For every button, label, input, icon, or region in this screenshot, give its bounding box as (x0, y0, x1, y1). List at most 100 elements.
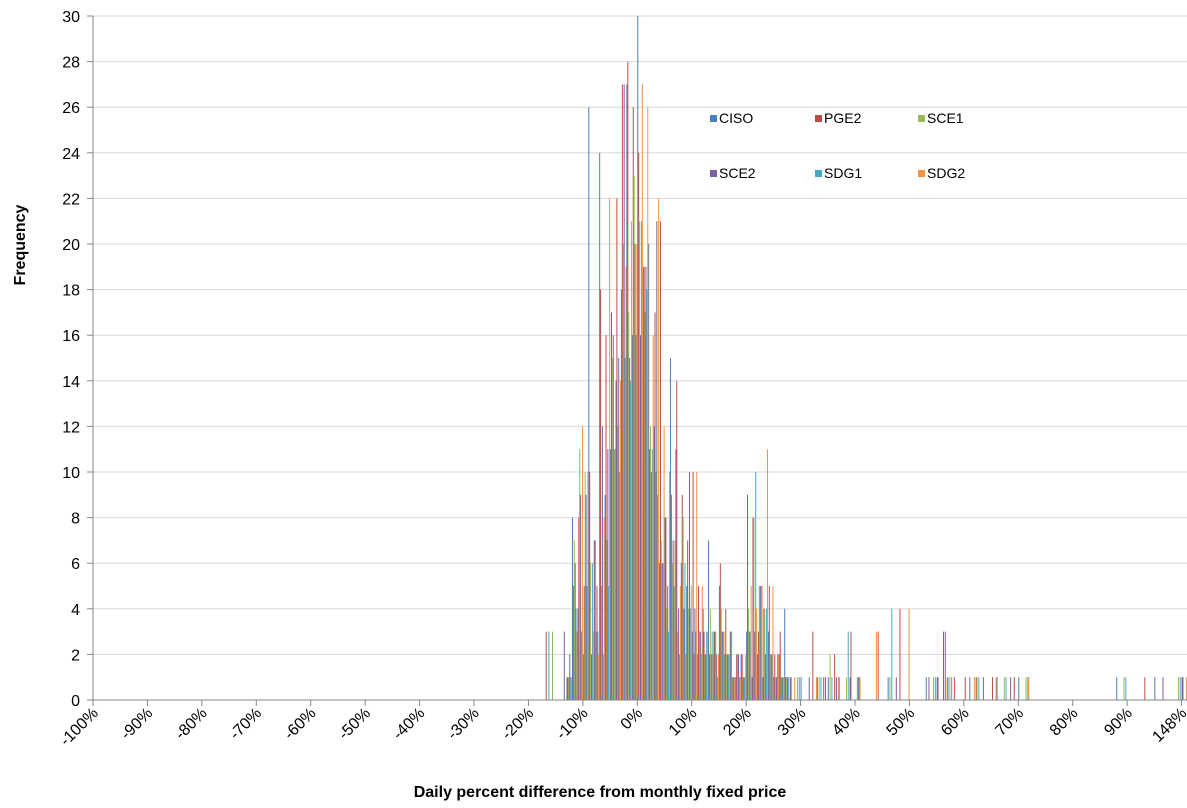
bar-ciso (593, 540, 595, 700)
bar-ciso (746, 631, 748, 700)
bar-sdg1 (651, 449, 653, 700)
bar-sdg1 (586, 586, 588, 700)
x-tick-label: -90% (118, 705, 156, 743)
bar-sdg1 (749, 631, 751, 700)
bar-ciso (582, 654, 584, 700)
bar-sdg2 (679, 586, 681, 700)
bar-sce1 (660, 540, 662, 700)
bar-sce1 (737, 654, 739, 700)
bar-pge2 (572, 586, 574, 700)
bar-sdg1 (858, 677, 860, 700)
bar-ciso (702, 608, 704, 700)
bar-sce2 (688, 472, 690, 700)
y-axis-title: Frequency (12, 204, 29, 285)
bar-sdg2 (734, 677, 736, 700)
x-tick-label: 40% (829, 705, 864, 740)
bar-ciso (757, 654, 759, 700)
bar-sce1 (845, 677, 847, 700)
bar-sdg2 (859, 677, 861, 700)
bar-pge2 (1013, 677, 1015, 700)
bar-sce2 (678, 608, 680, 700)
bar-ciso (887, 677, 889, 700)
bar-sce1 (949, 677, 951, 700)
bar-sce2 (569, 654, 571, 700)
bar-sce1 (704, 654, 706, 700)
bar-sce1 (584, 472, 586, 700)
bar-sce2 (710, 654, 712, 700)
bar-sdg1 (978, 677, 980, 700)
bar-sdg1 (570, 677, 572, 700)
bar-ciso (664, 517, 666, 700)
bar-pge2 (583, 586, 585, 700)
legend-label-ciso: CISO (719, 110, 753, 126)
bar-sce2 (825, 677, 827, 700)
x-tick-label: -80% (172, 705, 210, 743)
bar-sce1 (573, 540, 575, 700)
bar-sce2 (765, 654, 767, 700)
bar-pge2 (545, 631, 547, 700)
bar-sdg1 (646, 289, 648, 700)
bar-sdg2 (669, 472, 671, 700)
bar-sdg2 (636, 244, 638, 700)
bar-sce1 (786, 677, 788, 700)
bar-sce2 (591, 654, 593, 700)
bar-ciso (969, 677, 971, 700)
bar-sdg2 (739, 677, 741, 700)
x-tick-label: 90% (1101, 705, 1136, 740)
bar-sdg1 (619, 472, 621, 700)
y-tick-label: 18 (62, 283, 80, 300)
bar-pge2 (899, 608, 901, 700)
bar-pge2 (937, 677, 939, 700)
bar-pge2 (747, 494, 749, 700)
bar-pge2 (605, 335, 607, 700)
x-axis-title: Daily percent difference from monthly fi… (414, 784, 787, 801)
bar-sdg1 (662, 563, 664, 700)
bar-ciso (708, 540, 710, 700)
bar-ciso (936, 677, 938, 700)
bar-sce2 (618, 358, 620, 700)
bar-sdg1 (820, 677, 822, 700)
bar-sce2 (672, 540, 674, 700)
bar-pge2 (779, 631, 781, 700)
bar-sce1 (568, 677, 570, 700)
bar-ciso (751, 677, 753, 700)
bar-sce1 (611, 358, 613, 700)
x-tick-label: -100% (57, 705, 102, 750)
bar-sce1 (775, 677, 777, 700)
bar-sdg2 (995, 677, 997, 700)
bar-sce1 (1177, 677, 1179, 700)
bar-sdg1 (1005, 677, 1007, 700)
bar-pge2 (567, 677, 569, 700)
bar-sdg2 (696, 472, 698, 700)
bar-sdg2 (767, 449, 768, 700)
bar-sce2 (737, 654, 739, 700)
bar-sce2 (645, 266, 647, 700)
bar-sce1 (720, 608, 722, 700)
bar-sce2 (601, 426, 603, 700)
bar-sce1 (579, 449, 581, 700)
bar-sce2 (607, 449, 609, 700)
bar-ciso (800, 677, 802, 700)
bar-ciso (599, 152, 601, 701)
bar-pge2 (763, 608, 765, 700)
bar-sdg2 (837, 677, 839, 700)
bar-sdg2 (745, 654, 747, 700)
bar-pge2 (834, 654, 836, 700)
bar-sdg1 (679, 654, 681, 700)
bar-sdg2 (908, 608, 910, 700)
bar-sce1 (644, 312, 646, 700)
bar-sce1 (688, 608, 690, 700)
bar-ciso (642, 266, 644, 700)
bar-sce2 (776, 677, 778, 700)
bar-sdg1 (717, 677, 719, 700)
legend-swatch-sce2 (710, 170, 717, 177)
bar-sdg2 (647, 107, 649, 700)
bar-sdg2 (701, 586, 703, 700)
bar-ciso (675, 449, 677, 700)
bar-pge2 (649, 449, 651, 700)
bar-sdg1 (760, 586, 762, 700)
bar-sce2 (835, 677, 837, 700)
bar-ciso (1181, 677, 1183, 700)
bar-sce2 (857, 677, 859, 700)
bar-pge2 (654, 312, 656, 700)
